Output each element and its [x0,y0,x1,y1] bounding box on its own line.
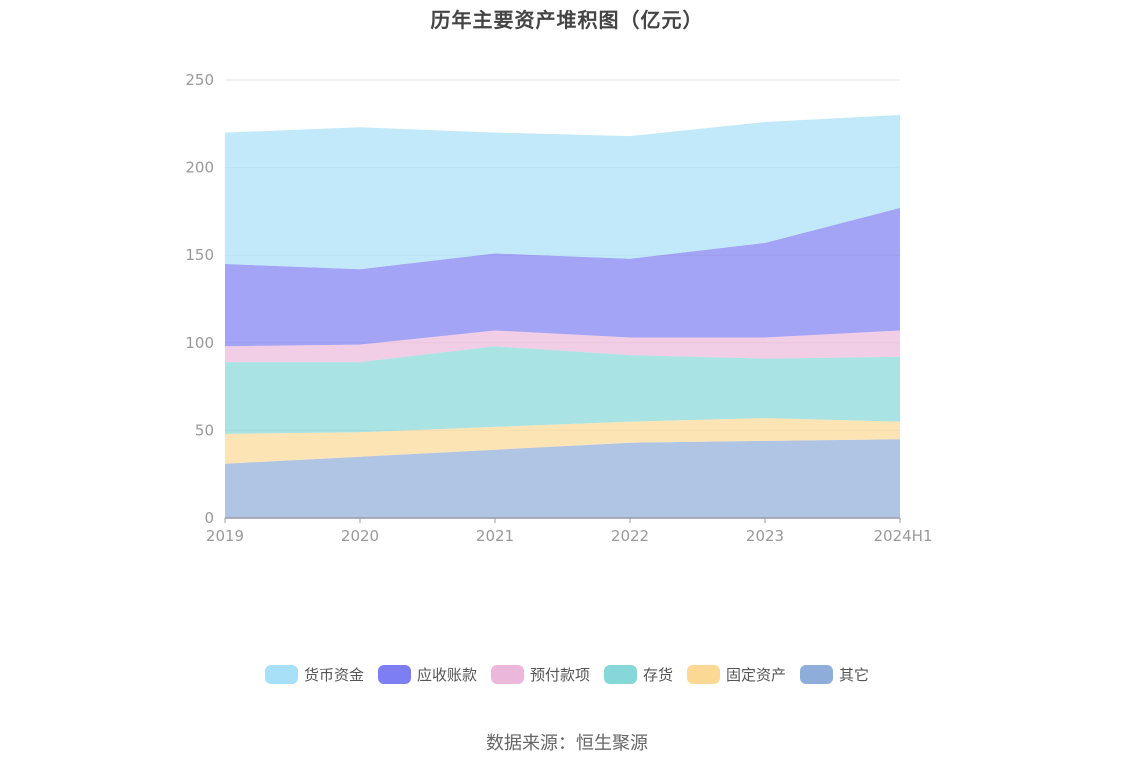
legend-swatch-icon [604,665,637,684]
x-tick-label: 2024H1 [874,527,933,545]
legend-swatch-icon [800,665,834,684]
area-存货 [225,346,900,434]
x-tick-label: 2022 [611,527,649,545]
area-预付款项 [225,330,900,363]
area-其它 [225,439,900,518]
area-固定资产 [225,418,900,464]
y-tick-label: 100 [185,334,214,352]
area-应收账款 [225,207,900,347]
legend-label: 预付款项 [529,666,590,684]
chart-title: 历年主要资产堆积图（亿元） [430,8,704,32]
y-tick-label: 0 [204,509,214,527]
legend-swatch-icon [687,665,721,684]
area-货币资金 [225,115,900,270]
legend-label: 存货 [643,666,674,684]
legend-item-fixed-assets[interactable]: 固定资产 [687,664,786,685]
legend-item-inventory[interactable]: 存货 [604,664,673,685]
y-tick-label: 200 [185,159,214,177]
x-tick-label: 2023 [746,527,784,545]
legend-label: 应收账款 [416,666,477,684]
x-tick-label: 2019 [206,527,244,545]
legend: 货币资金 应收账款 预付款项 存货 固定资产 其它 [0,664,1134,685]
legend-label: 固定资产 [726,666,787,684]
area-series [225,115,900,518]
x-tick-label: 2020 [341,527,379,545]
y-tick-label: 250 [185,71,214,89]
legend-label: 货币资金 [303,666,364,684]
legend-item-receivables[interactable]: 应收账款 [377,664,477,685]
legend-swatch-icon [377,665,411,684]
legend-label: 其它 [839,666,870,684]
y-tick-label: 150 [185,246,214,264]
y-tick-label: 50 [195,421,214,439]
legend-item-cash[interactable]: 货币资金 [264,664,364,685]
legend-item-prepayments[interactable]: 预付款项 [490,664,590,685]
data-source-note: 数据来源：恒生聚源 [486,733,648,754]
legend-swatch-icon [490,665,524,684]
x-tick-label: 2021 [476,527,514,545]
legend-swatch-icon [264,665,298,684]
legend-item-other[interactable]: 其它 [800,664,869,685]
axes: 0 50 100 150 200 250 2019 2020 2021 2022 2023 2024H… [185,71,932,545]
